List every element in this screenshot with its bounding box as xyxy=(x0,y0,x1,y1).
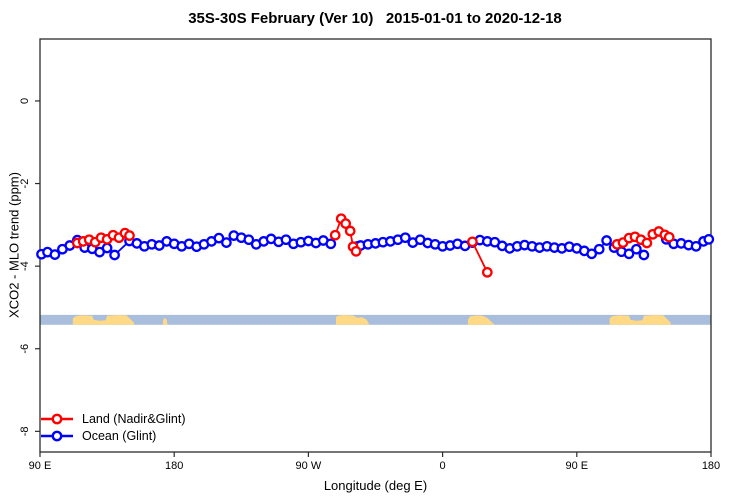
ocean-series-point xyxy=(638,249,650,261)
ocean-series-point xyxy=(690,240,702,252)
ocean-series-point xyxy=(221,237,232,248)
x-tick-label: 90 E xyxy=(565,460,588,472)
y-tick-label: -4 xyxy=(19,261,31,271)
land-strip-australia xyxy=(72,315,134,325)
y-tick-label: -6 xyxy=(19,344,31,354)
ocean-series-point xyxy=(213,232,225,244)
legend-label-land: Land (Nadir&Glint) xyxy=(82,412,186,426)
x-tick-label: 90 W xyxy=(296,460,322,472)
ocean-series-point xyxy=(399,232,411,244)
land-series-point xyxy=(124,230,135,241)
land-strip-south-africa xyxy=(467,315,494,325)
ocean-strip xyxy=(40,314,711,325)
legend-item-ocean: Ocean (Glint) xyxy=(40,428,186,444)
land-series-point xyxy=(641,237,653,249)
ocean-series-point xyxy=(601,235,612,246)
land-series-point xyxy=(663,231,675,243)
ocean-series-point xyxy=(631,243,642,255)
land-strip-new-zealand-tip xyxy=(163,317,168,325)
y-tick-label: -8 xyxy=(19,426,31,436)
ocean-series-point xyxy=(586,248,598,260)
x-axis-title: Longitude (deg E) xyxy=(323,478,428,493)
legend-item-land: Land (Nadir&Glint) xyxy=(40,411,186,427)
y-axis-title: XCO2 - MLO trend (ppm) xyxy=(6,172,22,318)
ocean-series-point xyxy=(101,242,113,254)
ocean-series-point xyxy=(703,233,715,245)
chart-title: 35S-30S February (Ver 10) 2015-01-01 to … xyxy=(188,10,562,27)
ocean-series-point xyxy=(325,238,337,250)
land-strip-south-america xyxy=(336,315,369,325)
y-tick-label: 0 xyxy=(19,98,31,104)
ocean-series-point xyxy=(109,249,120,261)
land-series-point xyxy=(467,236,478,248)
x-tick-label: 0 xyxy=(440,460,446,472)
land-series-line xyxy=(471,241,489,273)
x-tick-label: 90 E xyxy=(29,460,52,472)
land-series-point xyxy=(350,245,362,257)
land-strip-australia-2 xyxy=(609,315,671,325)
ocean-series-symbol xyxy=(41,430,73,442)
y-tick-label: -2 xyxy=(19,179,31,189)
land-series-symbol xyxy=(41,413,73,425)
plot-border xyxy=(39,38,712,453)
ocean-series-point xyxy=(593,243,605,255)
ocean-series-point xyxy=(49,249,61,260)
land-series-point xyxy=(481,266,493,278)
x-tick-label: 180 xyxy=(165,460,183,472)
land-series-point xyxy=(344,225,356,237)
ocean-series-point xyxy=(243,234,255,246)
x-tick-label: 180 xyxy=(702,460,720,472)
land-series-point xyxy=(340,218,352,229)
legend: Land (Nadir&Glint) Ocean (Glint) xyxy=(40,411,186,444)
legend-label-ocean: Ocean (Glint) xyxy=(82,429,157,443)
land-series-point xyxy=(329,229,341,241)
ocean-series-point xyxy=(623,248,635,260)
